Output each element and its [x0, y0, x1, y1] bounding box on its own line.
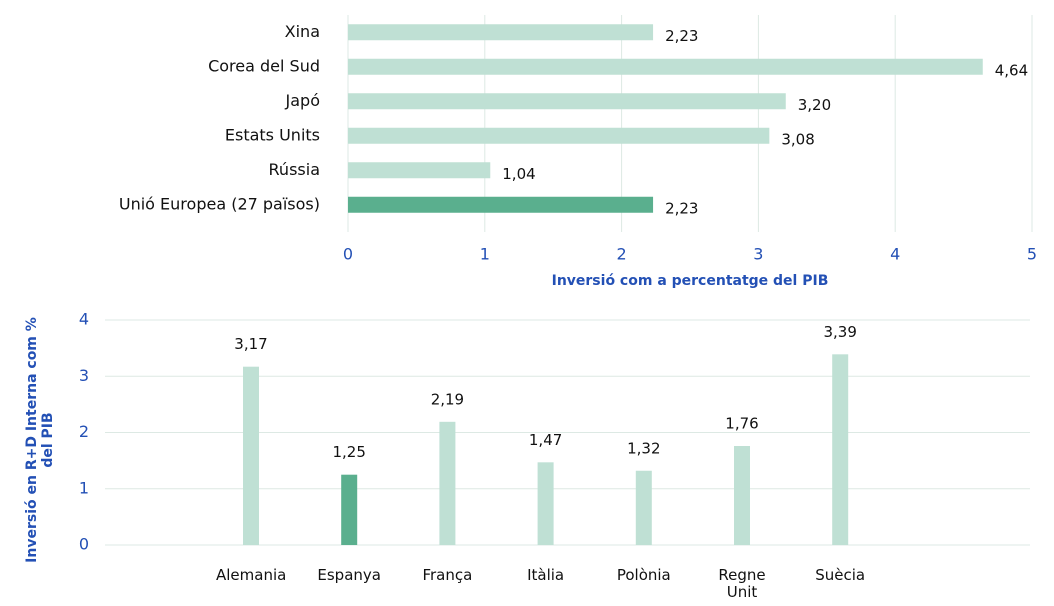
- data-label: 2,23: [665, 199, 698, 217]
- x-tick-label: 5: [1027, 245, 1037, 264]
- x-tick-label: Polònia: [616, 566, 671, 584]
- x-tick-label: Regne Unit: [718, 566, 766, 601]
- data-label: 1,04: [502, 165, 535, 183]
- x-tick-label: França: [422, 566, 473, 584]
- data-label: 3,08: [781, 130, 814, 148]
- y-tick-label: 3: [79, 366, 89, 385]
- x-tick-label-box: Suècia: [791, 567, 889, 584]
- x-tick-label: Itàlia: [527, 566, 565, 584]
- bar: [348, 58, 983, 75]
- bar: [348, 196, 654, 213]
- data-label: 4,64: [995, 61, 1028, 79]
- y-tick-label: 4: [79, 310, 89, 329]
- x-tick-label-box: Polònia: [595, 567, 693, 584]
- x-tick-label: 1: [480, 245, 490, 264]
- x-tick-label: 4: [890, 245, 900, 264]
- x-tick-label-box: França: [398, 567, 496, 584]
- x-tick-label: 2: [617, 245, 627, 264]
- bar: [348, 93, 786, 110]
- data-label: 1,76: [725, 415, 758, 433]
- x-axis-title: Inversió com a percentatge del PIB: [552, 273, 829, 289]
- x-tick-label-box: Espanya: [300, 567, 398, 584]
- y-tick-label: Japó: [285, 91, 320, 110]
- data-label: 3,39: [823, 323, 856, 341]
- y-tick-label: 0: [79, 535, 89, 554]
- bar: [348, 127, 770, 144]
- data-label: 3,17: [234, 335, 267, 353]
- bar: [537, 462, 554, 545]
- data-label: 1,47: [529, 431, 562, 449]
- bar: [635, 470, 652, 545]
- data-label: 3,20: [798, 96, 831, 114]
- x-tick-label-box: Alemania: [202, 567, 300, 584]
- bar: [341, 474, 358, 545]
- bar: [348, 24, 654, 41]
- y-tick-label: Rússia: [269, 160, 320, 179]
- y-axis-title: Inversió en R+D Interna com % del PIB: [24, 317, 56, 563]
- bar: [832, 354, 849, 545]
- data-label: 1,32: [627, 439, 660, 457]
- bar: [348, 162, 491, 179]
- data-label: 1,25: [332, 443, 365, 461]
- x-tick-label: Alemania: [216, 566, 287, 584]
- y-tick-label: 2: [79, 422, 89, 441]
- y-tick-label: 1: [79, 478, 89, 497]
- x-tick-label-box: Regne Unit: [693, 567, 791, 601]
- x-tick-label: 3: [753, 245, 763, 264]
- x-tick-label: 0: [343, 245, 353, 264]
- y-tick-label: Corea del Sud: [208, 56, 320, 75]
- y-tick-label: Unió Europea (27 països): [119, 194, 320, 213]
- bar: [243, 366, 259, 545]
- y-tick-label: Xina: [285, 22, 320, 41]
- x-tick-label-box: Itàlia: [497, 567, 595, 584]
- bar: [734, 446, 750, 545]
- bar: [439, 421, 456, 545]
- x-tick-label: Espanya: [317, 566, 381, 584]
- data-label: 2,19: [431, 390, 464, 408]
- x-tick-label: Suècia: [815, 566, 866, 584]
- data-label: 2,23: [665, 27, 698, 45]
- y-tick-label: Estats Units: [225, 125, 320, 144]
